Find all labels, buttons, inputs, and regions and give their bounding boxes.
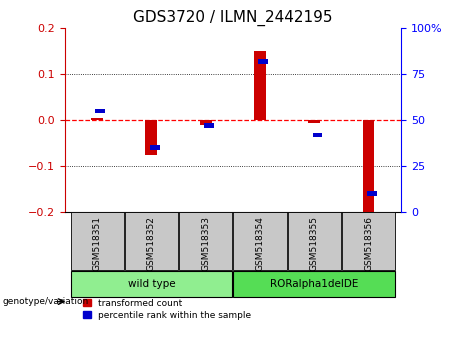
Bar (145, 120, 157, 155)
FancyBboxPatch shape (233, 212, 287, 270)
FancyBboxPatch shape (179, 212, 232, 270)
Text: GSM518351: GSM518351 (93, 216, 101, 271)
Bar (258, 59, 268, 64)
Legend: transformed count, percentile rank within the sample: transformed count, percentile rank withi… (83, 299, 251, 320)
FancyBboxPatch shape (288, 212, 341, 270)
FancyBboxPatch shape (342, 212, 395, 270)
Text: GSM518354: GSM518354 (255, 216, 265, 271)
Bar (362, 120, 374, 217)
Text: GSM518356: GSM518356 (364, 216, 373, 271)
Bar (91, 118, 103, 120)
Text: GSM518353: GSM518353 (201, 216, 210, 271)
Text: RORalpha1delDE: RORalpha1delDE (270, 279, 358, 289)
FancyBboxPatch shape (125, 212, 178, 270)
Bar (200, 120, 212, 125)
Text: wild type: wild type (128, 279, 175, 289)
Text: GSM518352: GSM518352 (147, 216, 156, 271)
Bar (150, 145, 160, 150)
Text: genotype/variation: genotype/variation (2, 297, 89, 306)
FancyBboxPatch shape (71, 271, 232, 297)
Bar (95, 109, 105, 113)
Title: GDS3720 / ILMN_2442195: GDS3720 / ILMN_2442195 (133, 9, 332, 25)
FancyBboxPatch shape (71, 212, 124, 270)
Bar (254, 51, 266, 120)
Bar (204, 124, 214, 128)
Bar (367, 192, 377, 196)
FancyBboxPatch shape (233, 271, 395, 297)
Bar (308, 120, 320, 122)
Text: GSM518355: GSM518355 (310, 216, 319, 271)
Bar (313, 133, 322, 137)
